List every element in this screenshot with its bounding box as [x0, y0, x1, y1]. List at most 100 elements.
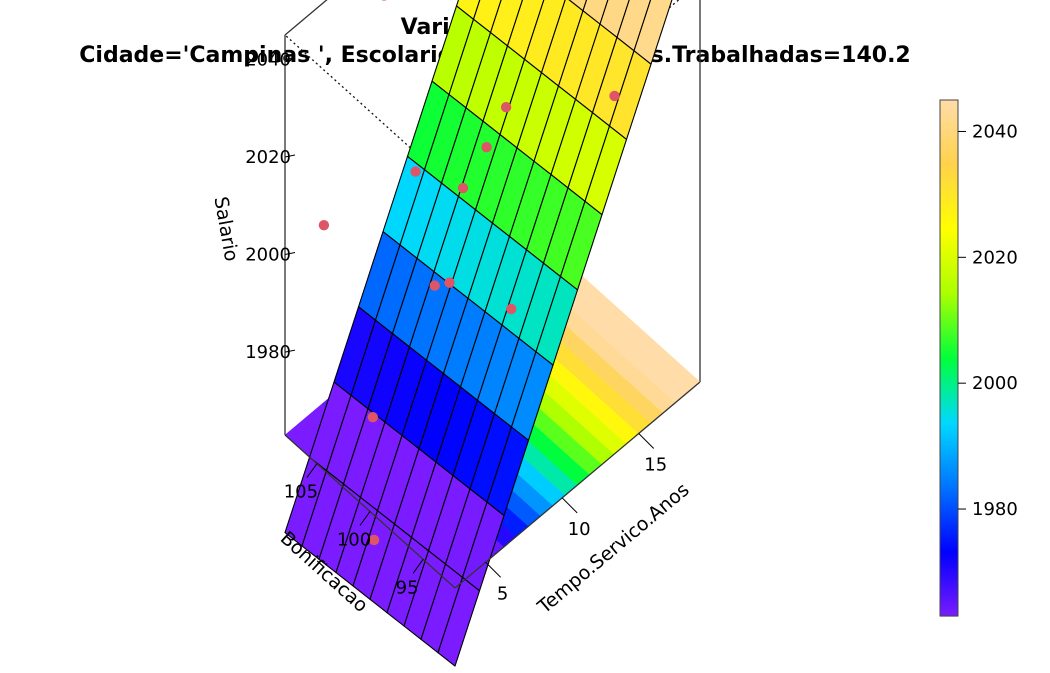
colorbar-swatch: [940, 443, 958, 447]
colorbar-swatch: [940, 293, 958, 297]
colorbar-swatch: [940, 512, 958, 516]
colorbar-swatch: [940, 105, 958, 109]
colorbar-swatch: [940, 458, 958, 462]
colorbar-swatch: [940, 556, 958, 560]
colorbar-swatch: [940, 595, 958, 599]
colorbar-swatch: [940, 440, 958, 444]
colorbar-swatch: [940, 559, 958, 563]
colorbar-swatch: [940, 301, 958, 305]
colorbar-swatch: [940, 267, 958, 271]
colorbar-swatch: [940, 383, 958, 387]
colorbar-swatch: [940, 373, 958, 377]
colorbar-swatch: [940, 280, 958, 284]
colorbar-swatch: [940, 146, 958, 150]
colorbar-swatch: [940, 120, 958, 124]
colorbar-swatch: [940, 579, 958, 584]
box-edge: [454, 381, 701, 589]
color-legend: 1980 2000 2020 2040: [939, 99, 1018, 617]
colorbar-swatch: [940, 399, 958, 403]
colorbar-swatch: [940, 430, 958, 434]
colorbar-swatch: [940, 456, 958, 460]
colorbar-swatch: [940, 564, 958, 568]
colorbar-swatch: [940, 497, 958, 501]
colorbar-swatch: [940, 365, 958, 369]
colorbar-swatch: [940, 554, 958, 558]
data-point: [381, 0, 387, 1]
colorbar-swatch: [940, 275, 958, 279]
colorbar-swatch: [940, 494, 958, 498]
colorbar-swatch: [940, 154, 958, 158]
colorbar-swatch: [940, 368, 958, 372]
colorbar-swatch: [940, 195, 958, 199]
colorbar-swatch: [940, 316, 958, 320]
colorbar-swatch: [940, 110, 958, 114]
colorbar-swatch: [940, 388, 958, 393]
colorbar-swatch: [940, 303, 958, 307]
colorbar-swatch: [940, 481, 958, 486]
colorbar-swatch: [940, 404, 958, 408]
colorbar-swatch: [940, 419, 958, 424]
colorbar-swatch: [940, 329, 958, 333]
colorbar-swatch: [940, 536, 958, 540]
colorbar-swatch: [940, 479, 958, 483]
colorbar-tick-label: 2040: [972, 121, 1018, 142]
z-tick-label: 2040: [245, 49, 291, 70]
colorbar-swatch: [940, 290, 958, 295]
colorbar-swatch: [940, 223, 958, 228]
colorbar-swatch: [940, 123, 958, 127]
colorbar-swatch: [940, 587, 958, 591]
colorbar-swatch: [940, 143, 958, 148]
colorbar-swatch: [940, 484, 958, 488]
y-tick-label: 100: [337, 530, 371, 551]
colorbar-swatch: [940, 515, 958, 519]
colorbar-swatch: [940, 141, 958, 145]
colorbar-swatch: [940, 262, 958, 266]
colorbar-swatch: [940, 407, 958, 411]
colorbar-swatch: [940, 450, 958, 455]
colorbar-swatch: [940, 396, 958, 400]
colorbar-swatch: [940, 241, 958, 246]
colorbar-swatch: [940, 182, 958, 186]
colorbar-swatch: [940, 401, 958, 406]
colorbar-swatch: [940, 319, 958, 323]
colorbar-swatch: [940, 278, 958, 282]
colorbar-swatch: [940, 138, 958, 142]
data-point: [429, 280, 440, 291]
colorbar-swatch: [940, 528, 958, 532]
colorbar-swatch: [940, 352, 958, 357]
colorbar-swatch: [940, 394, 958, 398]
colorbar-swatch: [940, 492, 958, 496]
colorbar-swatch: [940, 360, 958, 364]
y-tick-label: 105: [284, 482, 318, 503]
colorbar-swatch: [940, 502, 958, 506]
colorbar-swatch: [940, 468, 958, 473]
colorbar-swatch: [940, 582, 958, 586]
x-tick-label: 15: [644, 455, 667, 476]
colorbar-swatch: [940, 476, 958, 480]
colorbar-swatch: [940, 332, 958, 336]
colorbar-swatch: [940, 306, 958, 310]
colorbar-swatch: [940, 100, 958, 104]
colorbar-swatch: [940, 358, 958, 362]
colorbar-swatch: [940, 592, 958, 596]
colorbar-swatch: [940, 608, 958, 612]
colorbar-swatch: [940, 463, 958, 467]
colorbar-swatch: [940, 489, 958, 493]
colorbar-swatch: [940, 210, 958, 215]
box-edge: [284, 0, 328, 36]
colorbar-swatch: [940, 254, 958, 258]
colorbar-swatch: [940, 417, 958, 421]
colorbar-swatch: [940, 471, 958, 475]
colorbar-swatch: [940, 605, 958, 609]
colorbar-swatch: [940, 208, 958, 212]
colorbar-swatch: [940, 133, 958, 137]
data-point: [500, 102, 512, 113]
colorbar-swatch: [940, 218, 958, 222]
colorbar-swatch: [940, 610, 958, 615]
y-tick-mark: [359, 511, 371, 526]
colorbar-tick-label: 1980: [972, 499, 1018, 520]
colorbar-swatch: [940, 597, 958, 602]
colorbar-swatch: [940, 265, 958, 269]
colorbar-swatch: [940, 226, 958, 230]
colorbar-swatch: [940, 334, 958, 338]
